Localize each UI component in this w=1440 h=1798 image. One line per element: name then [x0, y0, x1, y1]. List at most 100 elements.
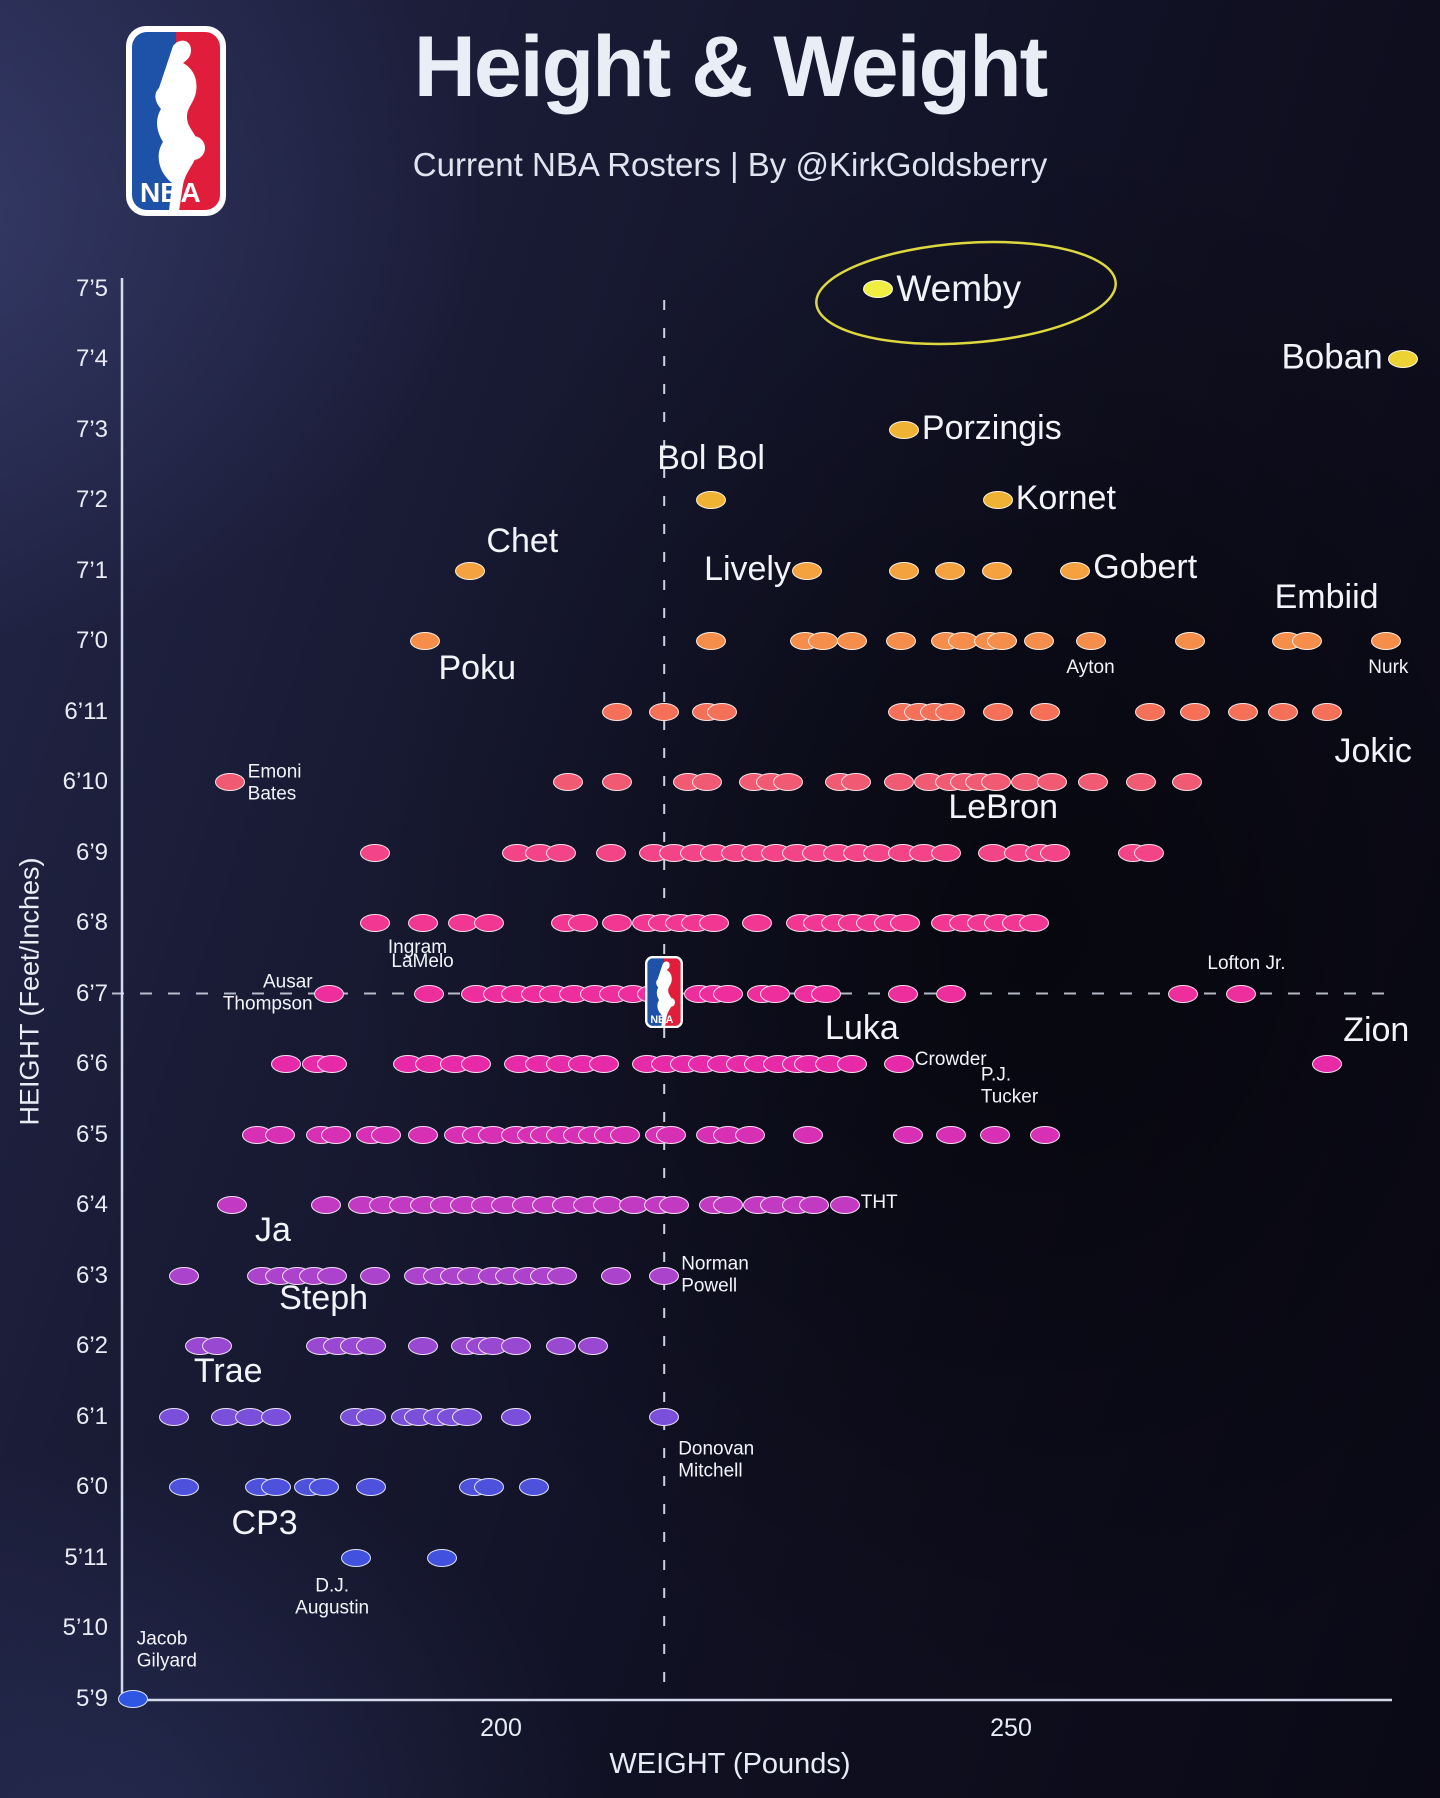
- y-tick-6-10: 6’10: [62, 768, 108, 795]
- data-point: [1312, 702, 1343, 721]
- data-point: [455, 561, 486, 580]
- y-tick-6-6: 6’6: [75, 1050, 108, 1077]
- data-point: [772, 773, 803, 791]
- nba-average-logo-marker: NBA: [645, 955, 684, 1033]
- data-point: [980, 773, 1011, 791]
- data-point: [1125, 773, 1156, 791]
- data-point: [793, 1125, 824, 1144]
- data-point: [707, 702, 738, 721]
- player-label-boban: Boban: [1281, 337, 1383, 377]
- data-point: [460, 1055, 491, 1073]
- data-point: [501, 1407, 532, 1426]
- y-tick-6-11: 6’11: [64, 697, 108, 725]
- y-tick-7-3: 7’3: [75, 415, 108, 443]
- player-label-embiid: Embiid: [1274, 577, 1379, 616]
- y-tick-7-4: 7’4: [75, 345, 108, 372]
- data-point: [260, 1407, 291, 1426]
- data-point: [577, 1337, 608, 1355]
- player-label-kornet: Kornet: [1015, 478, 1116, 517]
- y-tick-6-2: 6’2: [75, 1332, 108, 1359]
- data-point: [696, 491, 727, 509]
- data-point: [934, 561, 965, 580]
- data-point: [649, 1266, 680, 1285]
- player-label-ayton: Ayton: [1066, 656, 1115, 678]
- data-point: [1039, 843, 1070, 862]
- data-point: [547, 1266, 578, 1285]
- data-point: [409, 632, 440, 650]
- y-tick-7-1: 7’1: [75, 556, 108, 584]
- player-label-poku: Poku: [438, 648, 517, 687]
- player-label-jokic: Jokic: [1334, 731, 1412, 770]
- data-point: [216, 1196, 247, 1214]
- data-point: [734, 1125, 765, 1144]
- data-point: [1387, 350, 1418, 368]
- data-point: [168, 1478, 199, 1496]
- data-point: [1133, 843, 1164, 862]
- data-point: [840, 773, 871, 791]
- data-point: [979, 1125, 1010, 1144]
- player-label-cp3: CP3: [231, 1503, 298, 1542]
- y-tick-6-7: 6’7: [75, 979, 108, 1007]
- y-tick-7-0: 7’0: [75, 627, 108, 654]
- y-tick-6-8: 6’8: [75, 909, 108, 936]
- x-tick-250: 250: [990, 1714, 1032, 1742]
- data-point: [836, 632, 867, 650]
- data-point: [601, 1266, 632, 1285]
- data-point: [811, 984, 842, 1003]
- player-label-porzingis: Porzingis: [921, 408, 1062, 447]
- data-point: [260, 1478, 291, 1496]
- player-label-chet: Chet: [486, 521, 559, 560]
- data-point: [713, 1196, 744, 1214]
- svg-text:NBA: NBA: [651, 1013, 674, 1025]
- highlight-ellipse-wemby: [815, 240, 1118, 345]
- data-point: [452, 1407, 483, 1426]
- data-point: [546, 1337, 577, 1355]
- data-point: [356, 1337, 387, 1355]
- data-point: [977, 843, 1008, 862]
- player-label-donovan-mitchell: Donovan Mitchell: [678, 1438, 755, 1482]
- data-point: [699, 914, 730, 932]
- data-point: [214, 773, 245, 791]
- data-point: [359, 1266, 390, 1285]
- y-tick-6-1: 6’1: [75, 1402, 108, 1430]
- y-tick-6-4: 6’4: [75, 1191, 108, 1218]
- data-point: [356, 1407, 387, 1426]
- data-point: [341, 1548, 372, 1567]
- data-point: [589, 1055, 620, 1073]
- data-point: [320, 1125, 351, 1144]
- data-point: [310, 1196, 341, 1214]
- data-point: [863, 279, 894, 298]
- y-tick-5-10: 5’10: [62, 1614, 108, 1641]
- data-point: [270, 1055, 301, 1073]
- data-point: [887, 984, 918, 1003]
- player-label-lebron: LeBron: [948, 787, 1058, 826]
- y-tick-6-0: 6’0: [75, 1473, 108, 1500]
- data-point: [982, 702, 1013, 721]
- player-label-lively: Lively: [704, 549, 791, 588]
- data-point: [158, 1407, 189, 1426]
- data-point: [602, 914, 633, 932]
- data-point: [659, 1196, 690, 1214]
- data-point: [885, 632, 916, 650]
- data-point: [1227, 702, 1258, 721]
- data-point: [308, 1478, 339, 1496]
- data-point: [1134, 702, 1165, 721]
- player-label-ja: Ja: [255, 1210, 291, 1249]
- data-point: [202, 1337, 233, 1355]
- y-tick-7-2: 7’2: [75, 486, 108, 513]
- data-point: [889, 914, 920, 932]
- data-point: [883, 1055, 914, 1073]
- data-point: [370, 1125, 401, 1144]
- data-point: [602, 702, 633, 721]
- data-point: [760, 984, 791, 1003]
- data-point: [1168, 984, 1199, 1003]
- data-point: [1225, 984, 1256, 1003]
- player-label-luka: Luka: [825, 1008, 899, 1047]
- player-label-trae: Trae: [193, 1351, 263, 1390]
- data-point: [1019, 914, 1050, 932]
- data-point: [313, 984, 344, 1003]
- data-point: [1268, 702, 1299, 721]
- player-label-nurk: Nurk: [1368, 656, 1409, 678]
- data-point: [935, 1125, 966, 1144]
